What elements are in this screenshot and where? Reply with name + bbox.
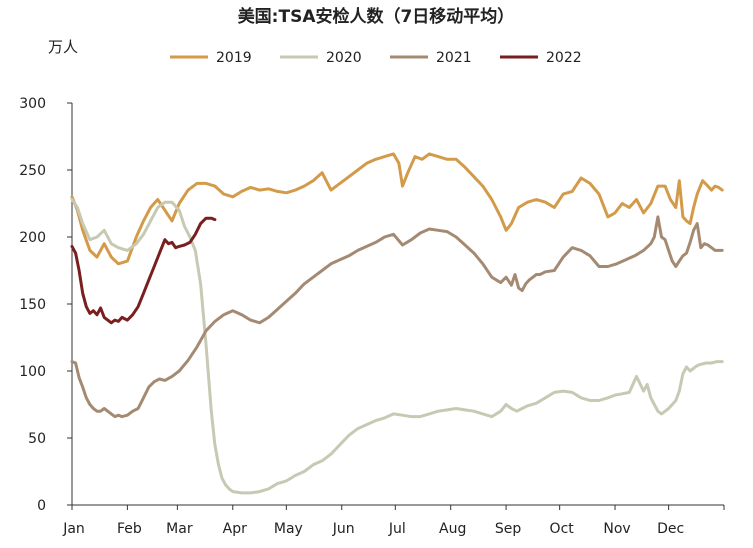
series-line-2022 [70, 216, 217, 325]
x-tick-label: Oct [550, 521, 575, 537]
y-axis: 0 50 100 150 200 250 300 [19, 96, 73, 514]
legend-label-2019: 2019 [216, 50, 252, 66]
x-tick-label: Jul [388, 521, 406, 537]
x-tick-label: May [274, 521, 303, 537]
y-tick-label: 250 [19, 163, 46, 179]
legend: 2019 2020 2021 2022 [170, 50, 582, 66]
chart-title: 美国:TSA安检人数（7日移动平均） [238, 6, 515, 27]
series-layer [70, 152, 724, 495]
legend-label-2020: 2020 [326, 50, 362, 66]
y-tick-label: 300 [19, 96, 46, 112]
x-tick-label: Apr [223, 521, 247, 537]
x-tick-label: Dec [657, 521, 684, 537]
x-tick-label: Jun [332, 521, 355, 537]
legend-label-2022: 2022 [546, 50, 582, 66]
x-tick-label: Jan [62, 521, 85, 537]
y-tick-label: 150 [19, 297, 46, 313]
x-tick-label: Mar [166, 521, 193, 537]
legend-label-2021: 2021 [436, 50, 472, 66]
y-tick-label: 50 [28, 431, 46, 447]
y-axis-unit: 万人 [48, 38, 78, 56]
x-axis: Jan Feb Mar Apr May Jun Jul Aug Sep Oct Nov Dec [62, 504, 725, 537]
series-line-2021 [70, 215, 724, 419]
series-line-2019 [70, 152, 724, 266]
series-line-2020 [70, 198, 724, 495]
y-tick-label: 200 [19, 230, 46, 246]
x-tick-label: Sep [495, 521, 522, 537]
x-tick-label: Nov [603, 521, 630, 537]
x-tick-label: Feb [117, 521, 142, 537]
y-tick-label: 100 [19, 364, 46, 380]
x-tick-label: Aug [439, 521, 466, 537]
y-tick-label: 0 [37, 498, 46, 514]
